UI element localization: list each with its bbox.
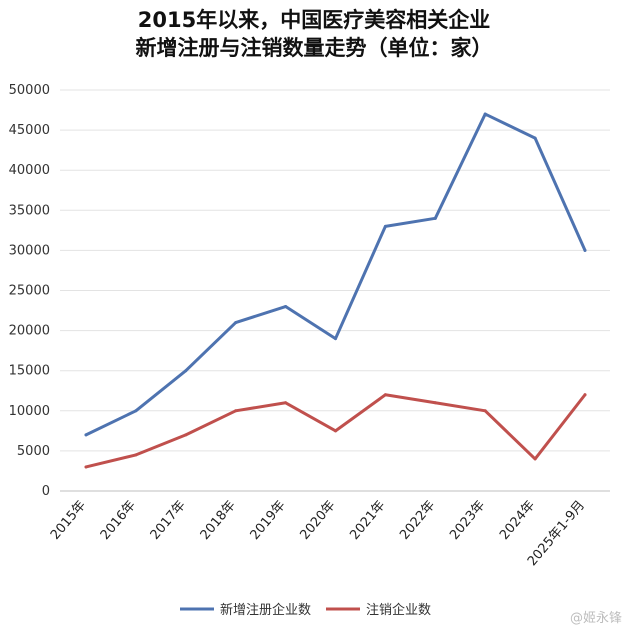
- data-point: [134, 453, 138, 457]
- x-tick-label: 2020年: [297, 498, 338, 543]
- chart-title-line1: 2015年以来，中国医疗美容相关企业: [137, 8, 491, 32]
- data-point: [583, 248, 587, 252]
- y-axis-ticks: 0 5000 10000 15000 20000 25000 30000 35000 40000…: [9, 83, 50, 499]
- y-tick-label: 20000: [9, 324, 50, 339]
- series-2: [84, 393, 587, 469]
- chart-title: 2015年以来，中国医疗美容相关企业 新增注册与注销数量走势（单位：家）: [0, 6, 628, 62]
- data-point: [84, 433, 88, 437]
- y-tick-label: 5000: [17, 444, 50, 459]
- y-tick-label: 25000: [9, 284, 50, 299]
- y-tick-label: 45000: [9, 123, 50, 138]
- y-tick-label: 0: [42, 484, 50, 499]
- data-point: [184, 433, 188, 437]
- data-point: [483, 112, 487, 116]
- x-tick-label: 2019年: [248, 498, 289, 543]
- data-point: [533, 457, 537, 461]
- x-tick-label: 2021年: [347, 498, 388, 543]
- data-point: [533, 136, 537, 140]
- data-point: [383, 393, 387, 397]
- data-point: [234, 409, 238, 413]
- y-tick-label: 40000: [9, 163, 50, 178]
- x-tick-label: 2024年: [497, 498, 538, 543]
- y-tick-label: 50000: [9, 83, 50, 98]
- watermark: @姬永锋: [569, 611, 622, 626]
- chart-title-line2: 新增注册与注销数量走势（单位：家）: [135, 36, 493, 60]
- x-axis-ticks: 2015年 2016年 2017年 2018年 2019年 2020年 2021年 2022年…: [48, 498, 588, 569]
- data-point: [134, 409, 138, 413]
- data-point: [234, 321, 238, 325]
- legend-label: 新增注册企业数: [220, 602, 311, 618]
- data-point: [184, 369, 188, 373]
- x-tick-label: 2018年: [198, 498, 239, 543]
- y-tick-label: 15000: [9, 364, 50, 379]
- legend-item: 注销企业数: [326, 602, 431, 618]
- data-point: [334, 337, 337, 341]
- x-tick-label: 2017年: [148, 498, 189, 543]
- data-point: [84, 465, 88, 469]
- data-point: [334, 429, 337, 433]
- y-tick-label: 35000: [9, 203, 50, 218]
- y-tick-label: 30000: [9, 243, 50, 258]
- x-tick-label: 2022年: [397, 498, 438, 543]
- data-point: [284, 401, 288, 405]
- grid-lines: [60, 89, 610, 492]
- series-line: [84, 112, 587, 437]
- data-point: [433, 216, 437, 220]
- legend-item: 新增注册企业数: [180, 602, 311, 618]
- x-tick-label: 2023年: [447, 498, 488, 543]
- x-tick-label: 2016年: [98, 498, 139, 543]
- x-tick-label: 2015年: [48, 498, 89, 543]
- series-1: [84, 112, 587, 437]
- data-point: [284, 305, 288, 309]
- legend-label: 注销企业数: [366, 602, 431, 618]
- data-point: [583, 393, 587, 397]
- y-tick-label: 10000: [9, 404, 50, 419]
- data-point: [483, 409, 487, 413]
- data-point: [433, 401, 437, 405]
- series-lines: [84, 112, 587, 469]
- legend: 新增注册企业数 注销企业数: [180, 602, 431, 618]
- data-point: [383, 224, 387, 228]
